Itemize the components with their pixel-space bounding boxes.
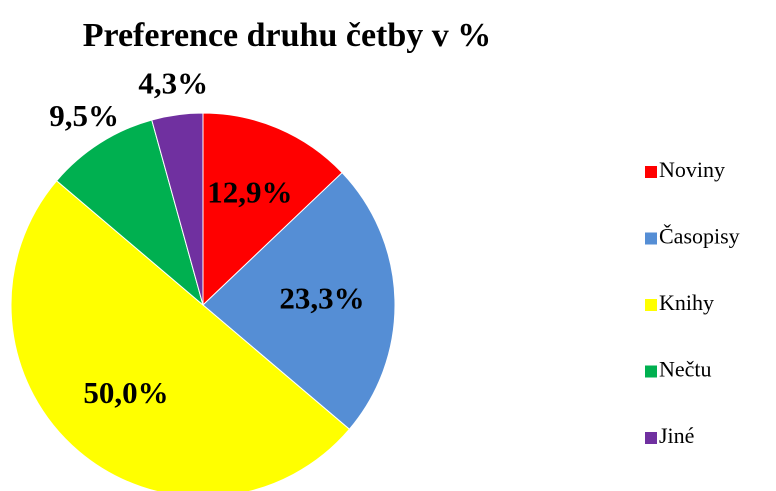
- legend-label: Jiné: [659, 423, 694, 448]
- data-label: 23,3%: [279, 281, 364, 316]
- legend-swatch: [645, 432, 657, 444]
- legend-swatch: [645, 365, 657, 378]
- pie-slice: [202, 171, 396, 430]
- data-label: 50,0%: [83, 375, 168, 410]
- data-label: 9,5%: [49, 98, 119, 133]
- pie-slice: [202, 112, 343, 307]
- legend-label: Nečtu: [659, 357, 712, 382]
- legend-label: Knihy: [659, 290, 714, 315]
- legend-label: Časopisy: [659, 224, 740, 249]
- pie-slice: [55, 119, 204, 307]
- chart-title: Preference druhu četby v %: [83, 17, 492, 54]
- data-label: 12,9%: [207, 175, 292, 210]
- data-label: 4,3%: [138, 65, 208, 100]
- legend-swatch: [645, 299, 657, 311]
- legend-swatch: [645, 166, 657, 178]
- pie-slice: [10, 180, 351, 491]
- pie-slice: [151, 112, 204, 306]
- legend-swatch: [645, 232, 657, 245]
- legend-label: Noviny: [659, 157, 725, 182]
